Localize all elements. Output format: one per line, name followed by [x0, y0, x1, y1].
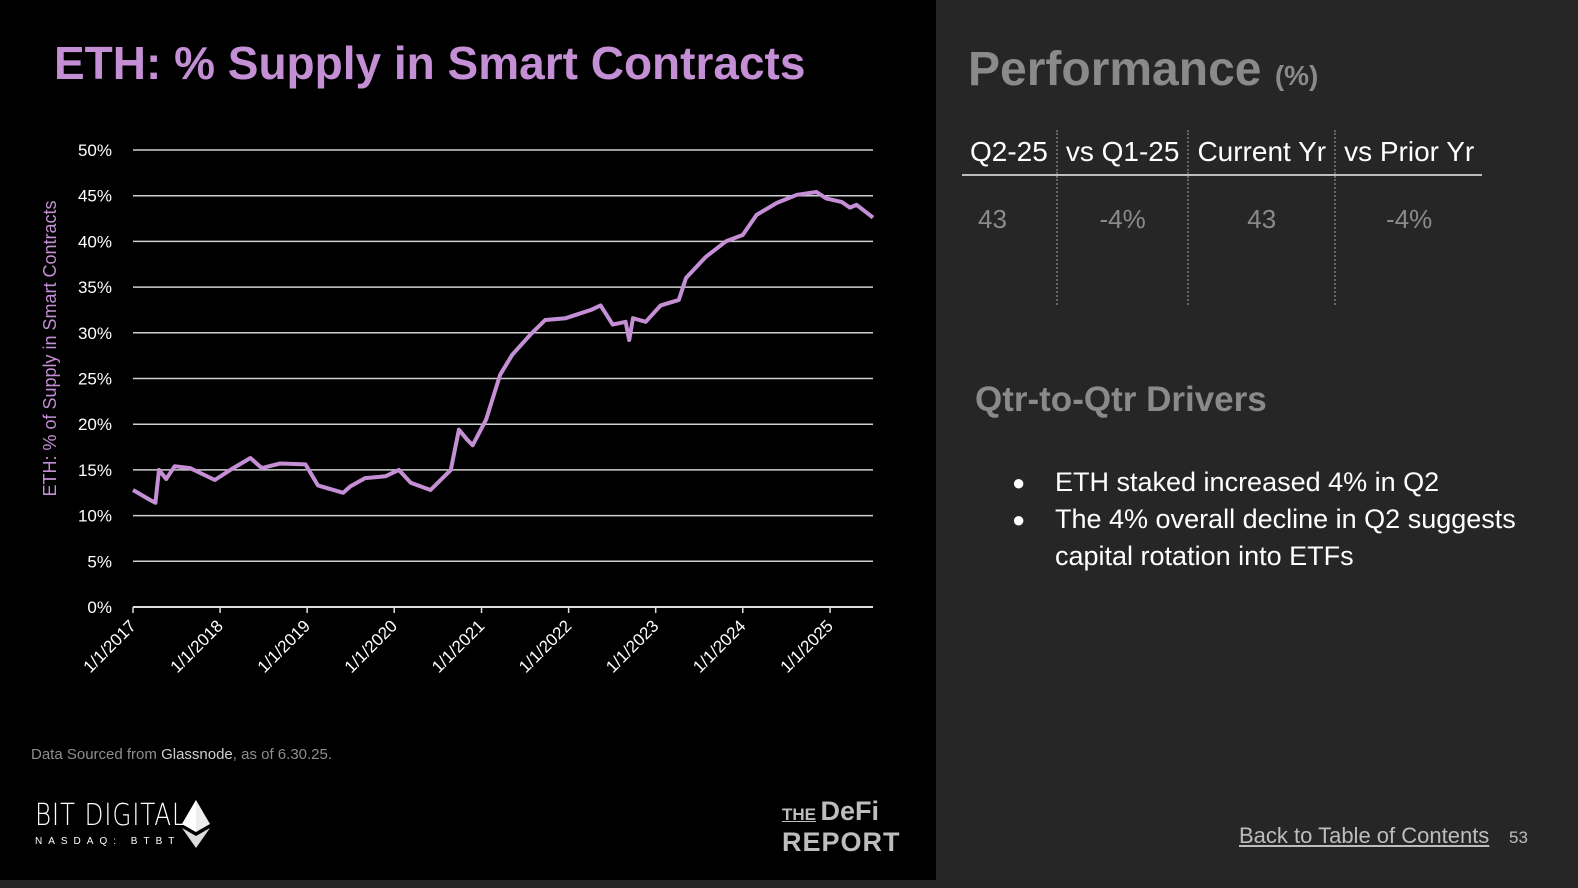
y-tick-label: 5%: [87, 552, 112, 571]
y-tick-label: 0%: [87, 598, 112, 617]
performance-title-text: Performance: [968, 43, 1262, 96]
y-axis-label: ETH: % of Supply in Smart Contracts: [40, 200, 60, 496]
source-name: Glassnode: [161, 746, 233, 763]
value-cell: 43: [1187, 175, 1336, 305]
value-cell: -4%: [1334, 175, 1483, 305]
x-tick-label: 1/1/2021: [428, 616, 488, 676]
bottom-bar: [0, 880, 1578, 888]
header-cell: Q2-25: [962, 130, 1057, 176]
source-suffix: , as of 6.30.25.: [232, 746, 333, 763]
series-line: [131, 190, 875, 505]
x-tick-label: 1/1/2024: [689, 616, 749, 676]
x-tick-label: 1/1/2020: [341, 616, 401, 676]
slide-title: ETH: % Supply in Smart Contracts: [54, 37, 806, 89]
performance-title: Performance (%): [968, 42, 1318, 97]
x-tick-label: 1/1/2017: [80, 616, 140, 676]
x-tick-label: 1/1/2022: [515, 616, 575, 676]
performance-table: Q2-25 vs Q1-25 Current Yr vs Prior Yr 43…: [962, 130, 1483, 305]
x-tick-label: 1/1/2025: [777, 616, 837, 676]
value-cell: 43: [978, 204, 1007, 234]
source-prefix: Data Sourced from: [31, 746, 162, 763]
defi-the: THE: [782, 805, 816, 824]
y-tick-label: 20%: [78, 415, 112, 434]
y-tick-label: 35%: [78, 278, 112, 297]
value-cell: -4%: [1055, 175, 1189, 305]
header-cell: vs Prior Yr: [1334, 130, 1483, 176]
bit-digital-ticker: NASDAQ: BTBT: [35, 836, 181, 847]
line-chart: 0% 5% 10% 15% 20% 25% 30% 35% 40% 45% 50% 1/1/2017 1…: [40, 141, 875, 677]
y-tick-label: 25%: [78, 370, 112, 389]
source-note: Data Sourced from Glassnode, as of 6.30.…: [31, 746, 332, 763]
header-cell: vs Q1-25: [1055, 130, 1189, 176]
x-tick-label: 1/1/2023: [602, 616, 662, 676]
drivers-list: ETH staked increased 4% in Q2 The 4% ove…: [1012, 464, 1532, 575]
table-header-row: Q2-25 vs Q1-25 Current Yr vs Prior Yr: [962, 130, 1483, 176]
performance-unit: (%): [1274, 60, 1319, 91]
y-tick-label: 40%: [78, 232, 112, 251]
y-tick-label: 50%: [78, 141, 112, 160]
page-number: 53: [1509, 828, 1528, 847]
y-tick-label: 10%: [78, 507, 112, 526]
list-item: The 4% overall decline in Q2 suggests ca…: [1012, 501, 1532, 575]
defi-name: DeFi: [820, 796, 879, 826]
y-tick-label: 30%: [78, 324, 112, 343]
table-row: 43 -4% 43 -4%: [962, 175, 1483, 305]
ethereum-icon: [182, 800, 210, 848]
defi-report: REPORT: [782, 827, 901, 857]
bit-digital-logo: BIT DIGITAL NASDAQ: BTBT: [35, 798, 220, 848]
defi-report-logo: THE DeFi REPORT: [782, 796, 901, 857]
back-to-toc-link[interactable]: Back to Table of Contents: [1239, 823, 1490, 848]
bit-digital-name: BIT DIGITAL: [35, 798, 187, 833]
header-cell: Current Yr: [1187, 130, 1336, 176]
x-tick-label: 1/1/2018: [167, 616, 227, 676]
y-tick-label: 45%: [78, 187, 112, 206]
y-tick-label: 15%: [78, 461, 112, 480]
list-item: ETH staked increased 4% in Q2: [1012, 464, 1532, 501]
drivers-title: Qtr-to-Qtr Drivers: [975, 380, 1267, 419]
chart-panel: ETH: % Supply in Smart Contracts 0% 5% 10%…: [31, 37, 901, 857]
x-tick-label: 1/1/2019: [254, 616, 314, 676]
